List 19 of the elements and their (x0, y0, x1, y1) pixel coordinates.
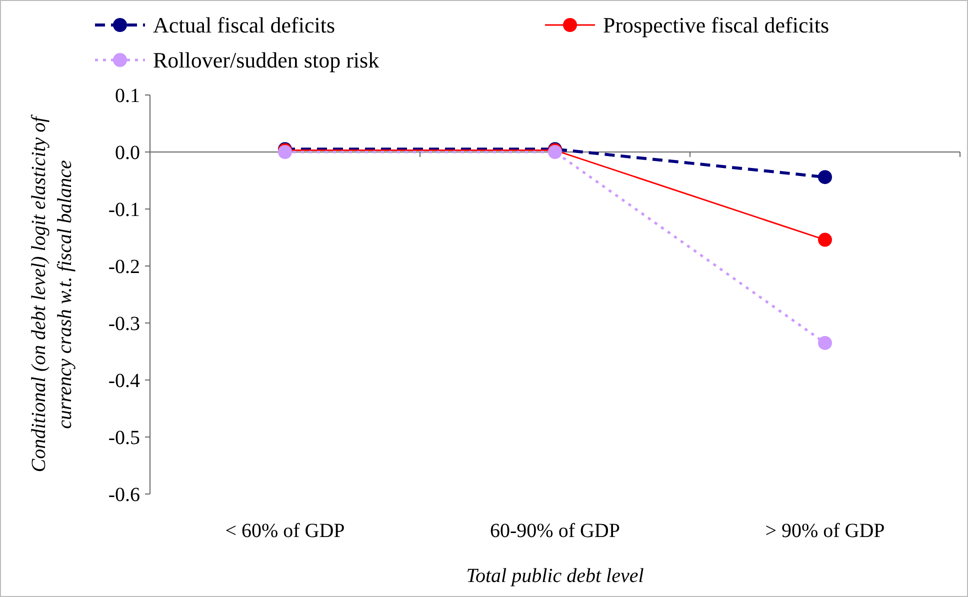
legend-label: Actual fiscal deficits (153, 12, 336, 38)
point (818, 232, 832, 247)
y-tick-label: 0.1 (115, 85, 140, 107)
y-axis-title: Conditional (on debt level) logit elasticity of currency crash w.t. fiscal balance (28, 114, 76, 472)
point (818, 170, 832, 184)
y-tick-label: -0.5 (108, 427, 140, 449)
legend-label: Prospective fiscal deficits (603, 12, 830, 38)
x-tick-label: > 90% of GDP (765, 520, 885, 542)
y-tick-label: 0.0 (115, 142, 140, 164)
y-tick-label: -0.6 (108, 484, 140, 506)
point (818, 336, 832, 350)
legend-label: Rollover/sudden stop risk (153, 48, 380, 73)
y-tick-label: -0.3 (108, 313, 140, 335)
y-tick-label: -0.2 (108, 256, 140, 278)
y-tick-label: -0.1 (108, 199, 140, 221)
y-tick-label: -0.4 (108, 370, 140, 392)
x-tick-label: < 60% of GDP (225, 520, 345, 542)
x-axis-title: Total public debt level (466, 565, 644, 587)
x-tick-label: 60-90% of GDP (490, 520, 620, 542)
